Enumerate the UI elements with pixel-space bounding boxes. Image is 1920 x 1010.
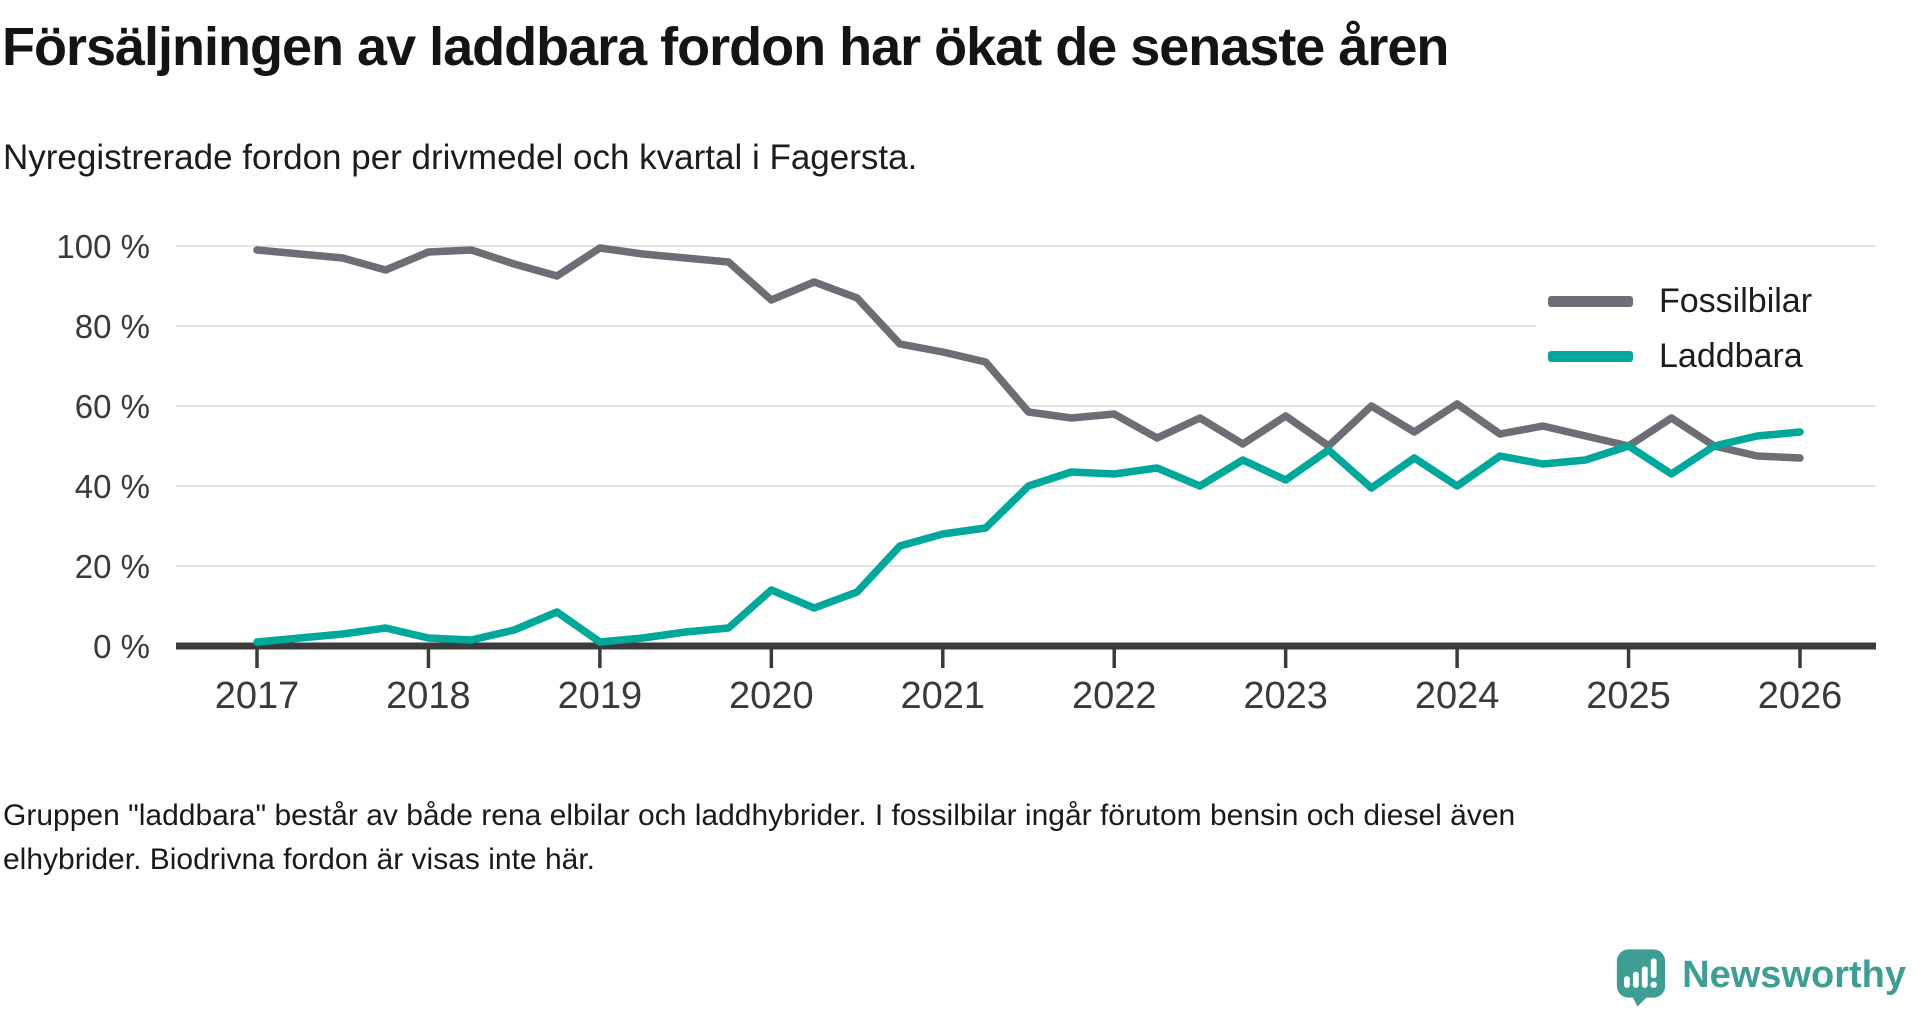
footnote-line-2: elhybrider. Biodrivna fordon är visas in… (3, 843, 595, 876)
y-tick-label: 100 % (56, 228, 150, 265)
x-tick-label: 2026 (1758, 675, 1843, 717)
legend-item-fossilbilar: Fossilbilar (1536, 274, 1880, 329)
newsworthy-logo-icon (1617, 949, 1666, 1007)
y-tick-label: 20 % (75, 548, 150, 585)
chart-legend: Fossilbilar Laddbara (1536, 262, 1880, 398)
legend-item-laddbara: Laddbara (1536, 329, 1880, 384)
x-tick-label: 2025 (1586, 675, 1671, 717)
newsworthy-logo-text: Newsworthy (1682, 954, 1906, 996)
x-tick-label: 2021 (901, 675, 986, 717)
page-title: Försäljningen av laddbara fordon har öka… (2, 17, 1449, 77)
x-tick-label: 2022 (1072, 675, 1157, 717)
series-line-laddbara (253, 428, 1804, 646)
page-subtitle: Nyregistrerade fordon per drivmedel och … (3, 138, 918, 177)
legend-swatch-laddbara (1548, 351, 1633, 362)
x-tick-label: 2024 (1415, 675, 1500, 717)
legend-swatch-fossilbilar (1548, 296, 1633, 307)
newsworthy-logo: Newsworthy (1616, 948, 1906, 1008)
y-tick-label: 60 % (75, 388, 150, 425)
y-tick-label: 80 % (75, 308, 150, 345)
x-tick-label: 2023 (1243, 675, 1328, 717)
x-tick-label: 2017 (215, 675, 300, 717)
x-tick-label: 2018 (386, 675, 471, 717)
legend-label-laddbara: Laddbara (1659, 337, 1803, 375)
y-tick-label: 40 % (75, 468, 150, 505)
footnote-line-1: Gruppen "laddbara" består av både rena e… (3, 799, 1516, 832)
x-tick-label: 2019 (558, 675, 643, 717)
legend-label-fossilbilar: Fossilbilar (1659, 282, 1813, 320)
y-tick-label: 0 % (93, 628, 150, 665)
footnote: Gruppen "laddbara" består av både rena e… (3, 794, 1515, 882)
x-tick-label: 2020 (729, 675, 814, 717)
series-line-fossilbilar (253, 244, 1804, 462)
